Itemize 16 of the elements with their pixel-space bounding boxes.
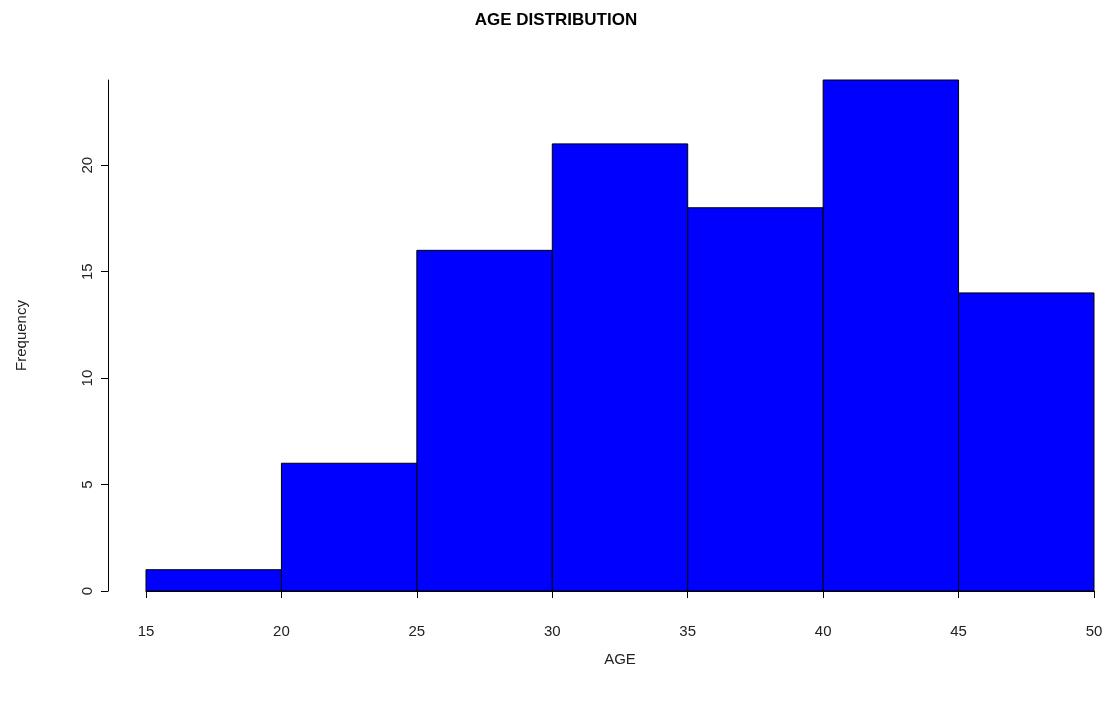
y-tick-label: 0 [78, 586, 95, 596]
x-tick-label: 35 [679, 622, 697, 639]
x-tick-label: 15 [137, 622, 155, 639]
x-tick-label: 45 [950, 622, 967, 639]
y-tick-label: 20 [78, 156, 95, 174]
x-tick-label: 20 [273, 622, 290, 639]
y-tick-label: 5 [78, 480, 95, 489]
x-axis-title: AGE [604, 650, 636, 667]
x-tick-label: 30 [543, 622, 561, 639]
y-axis-title: Frequency [12, 299, 29, 371]
chart-title: AGE DISTRIBUTION [474, 10, 638, 29]
x-tick-label: 25 [408, 622, 426, 639]
y-tick-label: 10 [78, 369, 95, 387]
x-tick-label: 40 [814, 622, 832, 639]
y-tick-label: 15 [78, 263, 95, 280]
x-tick-label: 50 [1085, 622, 1103, 639]
